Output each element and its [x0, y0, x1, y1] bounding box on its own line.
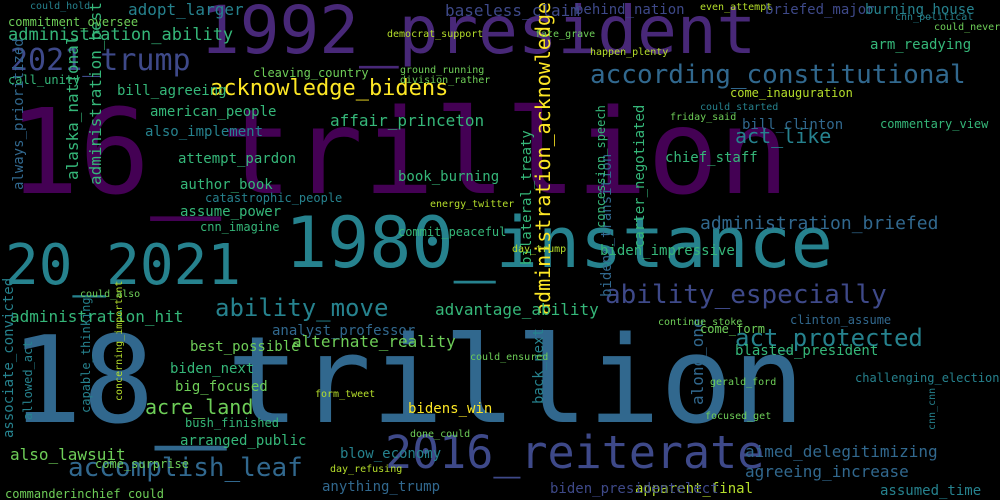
cloud-word: baseless_claim	[445, 1, 580, 20]
cloud-word: ground_running	[400, 65, 485, 76]
cloud-word: administration_briefed	[700, 213, 939, 234]
cloud-word: focused_get	[705, 411, 772, 422]
cloud-word: cnn_political	[895, 12, 974, 23]
cloud-word: according_constitutional	[590, 60, 966, 90]
cloud-word: agreeing_increase	[745, 462, 909, 481]
cloud-word: commanderinchief_could	[5, 487, 164, 500]
cloud-word: alternate_reality	[292, 332, 456, 351]
cloud-word: administration_acknowledge	[531, 1, 555, 315]
cloud-word: happen_plenty	[590, 47, 669, 58]
cloud-word: also_implement	[145, 124, 264, 140]
cloud-word: apparent_final	[635, 481, 754, 497]
cloud-word: blow_economy	[340, 446, 442, 462]
cloud-word: 16_trillion	[8, 83, 790, 221]
cloud-word: anything_trump	[322, 479, 441, 495]
cloud-word: capable_thinking	[79, 297, 93, 413]
cloud-word: come_surprise	[95, 457, 189, 471]
cloud-word: administration_hit	[10, 307, 184, 326]
cloud-word: analyst_professor	[272, 323, 416, 339]
cloud-word: assumed_time	[880, 483, 982, 499]
cloud-word: book_burning	[398, 169, 500, 185]
cloud-word: blasted_president	[735, 343, 879, 359]
cloud-word: come_form	[700, 322, 766, 336]
cloud-word: continue_stoke	[658, 317, 743, 328]
cloud-word: could_never	[934, 22, 1000, 33]
cloud-word: behind_nation	[575, 2, 685, 18]
cloud-word: fate_grave	[535, 29, 596, 40]
cloud-word: affair_princeton	[330, 111, 485, 130]
cloud-word: acre_land	[145, 395, 254, 419]
cloud-word: act_like	[735, 124, 832, 148]
cloud-word: call_unity	[8, 73, 81, 87]
cloud-word: commit_peaceful	[398, 225, 507, 239]
cloud-word: also_lawsuit	[10, 445, 126, 464]
cloud-word: concession_speech	[594, 105, 608, 228]
cloud-word: biden_next	[170, 361, 255, 377]
cloud-word: act_protected	[735, 324, 923, 352]
cloud-word: arranged_public	[180, 433, 307, 449]
cloud-word: carter_negotiated	[632, 104, 648, 248]
cloud-word: 20_2021	[5, 233, 242, 298]
cloud-word: bill_agreeing	[117, 83, 227, 99]
cloud-word: advantage_ability	[435, 300, 599, 319]
cloud-word: burning_house	[865, 2, 975, 18]
cloud-word: could_hold	[30, 1, 91, 12]
cloud-word: done_could	[410, 429, 471, 440]
cloud-word: bill_clinton	[742, 117, 844, 133]
cloud-word: day_trump	[512, 244, 567, 255]
cloud-word: cnn_cnn	[927, 387, 938, 430]
cloud-word: big_focused	[175, 379, 268, 395]
cloud-word: attempt_pardon	[178, 151, 297, 167]
cloud-word: biden_impressive	[600, 243, 735, 259]
cloud-word: ability_move	[215, 294, 389, 322]
cloud-word: back_next	[531, 328, 547, 404]
cloud-word: energy_twitter	[430, 199, 515, 210]
cloud-word: friday_said	[670, 112, 737, 123]
cloud-word: challenging_election	[855, 371, 1000, 385]
cloud-word: 1980_instance	[285, 202, 833, 284]
cloud-word: division_rather	[400, 75, 491, 86]
cloud-word: cnn_imagine	[200, 220, 280, 234]
cloud-word: 2021_trump	[10, 43, 191, 78]
cloud-word: best_possible	[190, 339, 300, 355]
cloud-word: 2016_reiterate	[385, 426, 765, 479]
cloud-word: bush_finished	[185, 416, 279, 430]
cloud-word: administration_ability	[8, 25, 234, 45]
cloud-word: briefed_major	[765, 2, 875, 18]
cloud-word: acknowledge_bidens	[210, 76, 449, 101]
cloud-word: could_ensured	[470, 352, 549, 363]
cloud-word: author_book	[180, 177, 273, 193]
cloud-word: allowed_act	[21, 340, 35, 420]
cloud-word: day_refusing	[330, 464, 403, 475]
cloud-word: gerald_ford	[710, 377, 777, 388]
cloud-word: alaska_national	[63, 35, 82, 181]
cloud-word: bidens_win	[408, 401, 493, 417]
cloud-word: ability_especially	[605, 280, 887, 310]
cloud-word: commentary_view	[880, 117, 989, 131]
cloud-word: could_started	[700, 102, 779, 113]
cloud-word: associate_convicted	[1, 277, 17, 438]
cloud-word: accomplish_leaf	[68, 453, 303, 483]
cloud-word: even_attempt	[700, 2, 773, 13]
cloud-word: chief_staff	[665, 150, 758, 166]
cloud-word: come_inauguration	[730, 86, 853, 100]
cloud-word: could_also	[80, 289, 141, 300]
cloud-word: commitment_oversee	[8, 15, 139, 29]
cloud-word: assume_power	[180, 204, 282, 220]
cloud-word: arm_readying	[870, 37, 972, 53]
cloud-word: aimed_delegitimizing	[745, 442, 938, 461]
cloud-word: catastrophic_people	[205, 191, 343, 205]
cloud-word: biden_presidentelect	[550, 481, 719, 497]
cloud-word: american_people	[150, 104, 277, 120]
cloud-word: always_prioritized	[11, 38, 27, 190]
cloud-word: form_tweet	[315, 389, 376, 400]
cloud-word: adopt_larger	[128, 0, 244, 19]
cloud-word: 18_trillion	[10, 312, 805, 451]
cloud-word: 1992_president	[200, 0, 757, 69]
cloud-word: cleaving_country	[253, 66, 369, 80]
cloud-word: clinton_assume	[790, 313, 892, 327]
cloud-word: administration_best	[86, 1, 105, 185]
cloud-word: democrat_support	[387, 29, 484, 40]
